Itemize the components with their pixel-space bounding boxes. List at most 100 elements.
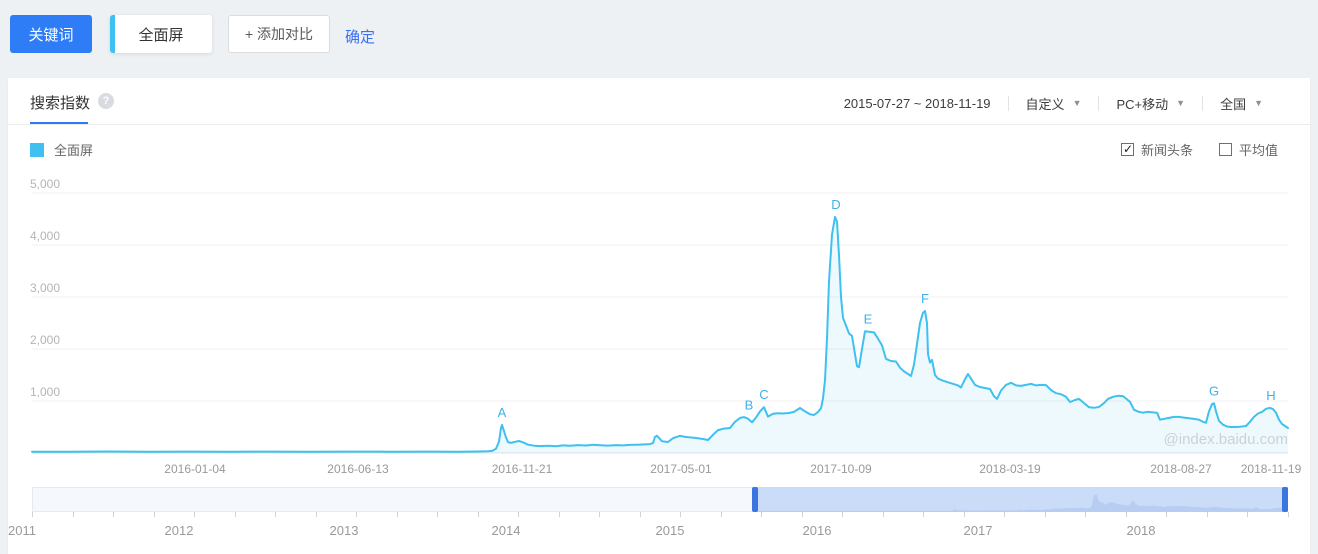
overlay-toggles: 新闻头条 平均值 [1120, 140, 1278, 159]
slider-tick [32, 512, 33, 517]
legend-color-swatch [30, 142, 44, 157]
toggle-news-headlines[interactable]: 新闻头条 [1120, 140, 1193, 159]
dropdown-time-custom[interactable]: 自定义 ▼ [1009, 94, 1099, 113]
slider-tick [1287, 512, 1289, 517]
y-axis-label: 5,000 [30, 177, 60, 191]
header-divider [8, 124, 1310, 125]
dropdown-label: 全国 [1220, 96, 1247, 112]
slider-tick [801, 512, 803, 517]
slider-tick [558, 512, 560, 517]
slider-tick [923, 512, 924, 517]
slider-tick [72, 512, 74, 517]
slider-tick [599, 512, 600, 517]
slider-mini-chart [755, 494, 1288, 512]
dropdown-region[interactable]: 全国 ▼ [1203, 94, 1280, 113]
toggle-label: 平均值 [1238, 143, 1278, 158]
slider-tick [1166, 512, 1167, 517]
y-axis-label: 4,000 [30, 229, 60, 243]
slider-tick [153, 512, 155, 517]
y-axis-label: 1,000 [30, 385, 60, 399]
watermark: @index.baidu.com [1164, 431, 1288, 448]
keyword-term-card[interactable]: 全面屏 [110, 15, 212, 53]
slider-tick [882, 512, 884, 517]
add-compare-button[interactable]: + 添加对比 [228, 15, 330, 53]
slider-year-2018: 2018 [1126, 523, 1156, 538]
slider-year-2012: 2012 [164, 523, 194, 538]
y-axis-label: 3,000 [30, 281, 60, 295]
divider [1007, 95, 1009, 111]
top-toolbar: 关键词 全面屏 + 添加对比 确定 [0, 0, 1318, 78]
search-index-panel: 1,000 2,000 3,000 4,000 5,000 2016-01-04 2016-… [8, 78, 1310, 554]
legend-series-label: 全面屏 [54, 143, 94, 158]
chevron-down-icon: ▼ [1254, 98, 1263, 108]
x-axis-label: 2018-03-19 [979, 462, 1041, 476]
date-range-label: 2015-07-27 ~ 2018-11-19 [843, 95, 991, 111]
slider-year-2016: 2016 [802, 523, 832, 538]
peak-marker-A: A [498, 405, 507, 420]
slider-tick [477, 512, 479, 517]
toggle-average[interactable]: 平均值 [1218, 140, 1278, 159]
slider-tick [1044, 512, 1046, 517]
x-axis-label: 2017-10-09 [810, 462, 872, 476]
toggle-label: 新闻头条 [1140, 143, 1193, 158]
slider-tick [437, 512, 438, 517]
keyword-button[interactable]: 关键词 [10, 15, 92, 53]
slider-tick [234, 512, 236, 517]
x-axis-label: 2018-11-19 [1241, 462, 1302, 476]
chevron-down-icon: ▼ [1176, 98, 1186, 108]
keyword-term-label: 全面屏 [138, 26, 184, 44]
chart-controls: 2015-07-27 ~ 2018-11-19 自定义 ▼ PC+移动 ▼ 全国… [827, 93, 1280, 113]
checkbox-average[interactable] [1218, 143, 1232, 156]
chevron-down-icon: ▼ [1072, 98, 1082, 108]
slider-tick [315, 512, 317, 517]
checkbox-news-headlines[interactable] [1120, 142, 1134, 156]
x-axis-label: 2016-11-21 [492, 462, 553, 476]
x-axis-label: 2018-08-27 [1150, 462, 1212, 476]
confirm-link[interactable]: 确定 [345, 29, 376, 46]
x-axis-label: 2017-05-01 [650, 462, 712, 476]
dropdown-label: 自定义 [1025, 96, 1065, 112]
slider-tick [518, 512, 519, 517]
x-axis-label: 2016-06-13 [327, 462, 389, 476]
y-axis-label: 2,000 [30, 333, 60, 347]
divider [1202, 95, 1204, 111]
series-line [31, 215, 1289, 453]
help-icon[interactable]: ? [98, 93, 114, 109]
date-range-slider: 2011 2012 2013 2014 2015 2016 2017 2018 [8, 487, 1289, 547]
slider-tick [1085, 512, 1086, 517]
slider-tick [639, 512, 641, 517]
slider-handle-right[interactable] [1282, 487, 1288, 512]
slider-year-2014: 2014 [491, 523, 521, 538]
slider-tick [1247, 512, 1248, 517]
trend-chart[interactable]: 1,000 2,000 3,000 4,000 5,000 2016-01-04 2016-… [8, 78, 1310, 482]
slider-year-2011: 2011 [8, 523, 36, 538]
slider-selected-range[interactable] [755, 487, 1288, 512]
slider-tick [275, 512, 276, 517]
mini-series-area [755, 494, 1288, 512]
slider-year-2013: 2013 [329, 523, 359, 538]
slider-tick [356, 512, 357, 517]
slider-tick [1004, 512, 1005, 517]
tab-search-index[interactable]: 搜索指数 [30, 95, 91, 112]
peak-marker-E: E [864, 311, 873, 326]
legend: 全面屏 [30, 140, 93, 159]
slider-handle-left[interactable] [752, 487, 758, 512]
dropdown-device[interactable]: PC+移动 ▼ [1099, 94, 1202, 113]
peak-marker-F: F [921, 291, 929, 306]
active-tab-underline [30, 122, 88, 125]
slider-year-2017: 2017 [963, 523, 993, 538]
slider-tick [963, 512, 965, 517]
dropdown-label: PC+移动 [1116, 96, 1169, 112]
x-axis-label: 2016-01-04 [164, 462, 226, 476]
slider-tick [720, 512, 722, 517]
slider-tick [842, 512, 843, 517]
divider [1098, 95, 1100, 111]
slider-unselected-track[interactable] [32, 487, 755, 512]
slider-year-2015: 2015 [655, 523, 685, 538]
peak-marker-G: G [1209, 383, 1219, 398]
slider-tick [194, 512, 195, 517]
peak-marker-H: H [1266, 388, 1275, 403]
peak-marker-B: B [745, 398, 754, 413]
slider-tick [1125, 512, 1127, 517]
slider-tick [396, 512, 398, 517]
